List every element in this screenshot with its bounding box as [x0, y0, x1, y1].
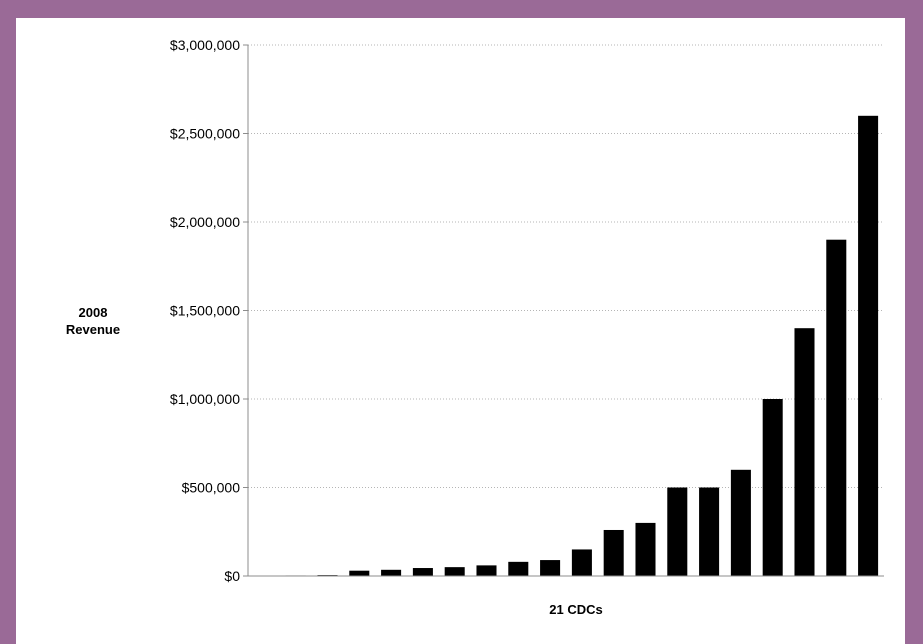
bar-4: [349, 570, 370, 576]
y-axis-label: 2008 Revenue: [64, 304, 122, 338]
bar-chart: $0 $500,000 $1,000,000 $1,500,000 $2,000,000…: [170, 37, 884, 584]
bar-16: [730, 469, 751, 576]
bar-8: [476, 565, 497, 576]
y-tick-label-2: $1,000,000: [170, 391, 240, 407]
y-tick-label-6: $3,000,000: [170, 37, 240, 53]
y-tick-label-1: $500,000: [182, 480, 241, 496]
grid-lines: [248, 44, 884, 488]
y-tick-label-5: $2,500,000: [170, 126, 240, 142]
y-axis-label-line-2: Revenue: [65, 322, 121, 337]
bar-6: [412, 568, 433, 576]
y-tick-label-4: $2,000,000: [170, 214, 240, 230]
y-axis-label-line-1: 2008: [78, 305, 108, 320]
bar-5: [381, 569, 402, 576]
y-tick-label-0: $0: [224, 568, 240, 584]
bar-11: [571, 549, 592, 576]
bar-14: [667, 487, 688, 576]
y-tick-label-3: $1,500,000: [170, 303, 240, 319]
y-tick-labels: $0 $500,000 $1,000,000 $1,500,000 $2,000,000…: [170, 37, 240, 584]
bar-18: [794, 328, 815, 576]
bar-20: [858, 115, 879, 577]
bar-7: [444, 567, 465, 576]
x-axis-label: 21 CDCs: [549, 602, 603, 617]
bar-17: [762, 399, 783, 576]
bar-15: [699, 487, 720, 576]
bar-9: [508, 561, 529, 576]
chart-panel: $0 $500,000 $1,000,000 $1,500,000 $2,000,000…: [16, 18, 905, 644]
bar-12: [603, 529, 624, 576]
bar-19: [826, 239, 847, 576]
axes: [243, 44, 884, 577]
bar-13: [635, 522, 656, 576]
bar-10: [540, 560, 561, 576]
bars: [285, 115, 879, 577]
